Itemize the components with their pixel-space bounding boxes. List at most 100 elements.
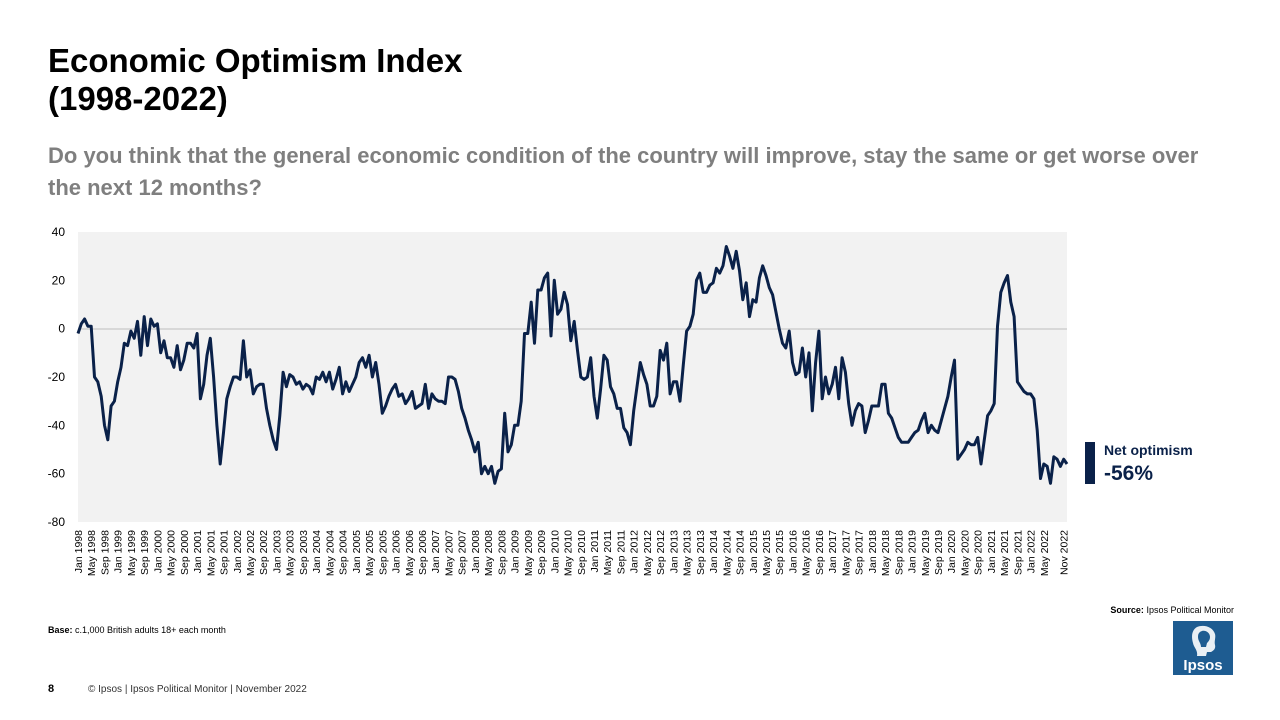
base-prefix: Base: [48, 625, 73, 635]
x-tick-label: Jan 2015 [748, 530, 760, 573]
x-tick-label: Sep 2011 [615, 530, 627, 574]
x-tick-label: May 2005 [364, 530, 376, 576]
x-tick-label: Jan 2020 [946, 530, 958, 573]
x-tick-label: Sep 2019 [933, 530, 945, 575]
x-tick-label: Sep 2008 [496, 530, 508, 575]
x-tick-label: Sep 2021 [1012, 530, 1024, 575]
x-tick-label: Jan 2007 [430, 530, 442, 573]
x-tick-label: Sep 2001 [219, 530, 231, 575]
x-tick-label: Sep 2002 [258, 530, 270, 575]
x-tick-label: Jan 2021 [986, 530, 998, 573]
page-title: Economic Optimism Index (1998-2022) [48, 42, 462, 118]
x-tick-label: May 2006 [404, 530, 416, 576]
source-prefix: Source: [1110, 605, 1144, 615]
x-tick-label: Sep 2003 [298, 530, 310, 575]
plot-background [78, 232, 1067, 522]
x-tick-label: Jan 2002 [232, 530, 244, 573]
x-tick-label: May 2015 [761, 530, 773, 576]
x-tick-label: May 2003 [285, 530, 297, 576]
x-tick-label: May 2009 [523, 530, 535, 576]
x-tick-label: Sep 2004 [338, 530, 350, 575]
x-tick-label: Jan 2010 [549, 530, 561, 573]
x-tick-label: May 2020 [959, 530, 971, 576]
page-number: 8 [48, 683, 55, 695]
y-tick-label: 40 [52, 225, 66, 239]
x-tick-label: Sep 2015 [774, 530, 786, 575]
x-tick-label: Sep 1999 [139, 530, 151, 575]
x-tick-label: Jan 2018 [867, 530, 879, 573]
source-text: Ipsos Political Monitor [1146, 605, 1234, 615]
x-tick-label: Jan 2001 [192, 530, 204, 573]
x-tick-label: Sep 2017 [854, 530, 866, 575]
x-tick-label: May 2004 [324, 530, 336, 576]
x-tick-label: Sep 2009 [536, 530, 548, 575]
x-tick-label: May 2016 [801, 530, 813, 576]
x-tick-label: Jan 1999 [113, 530, 125, 573]
series-line [76, 245, 1069, 485]
x-tick-label: Nov 2022 [1059, 530, 1071, 575]
x-tick-label: Jan 2009 [510, 530, 522, 573]
x-tick-label: Sep 2000 [179, 530, 191, 575]
y-tick-label: -40 [48, 418, 66, 432]
x-tick-label: Jan 2017 [827, 530, 839, 573]
x-tick-label: Sep 2014 [735, 530, 747, 575]
x-tick-label: Sep 2012 [655, 530, 667, 575]
x-tick-label: Jan 1998 [73, 530, 85, 573]
y-tick-label: -20 [48, 370, 66, 384]
x-tick-label: May 2001 [205, 530, 217, 576]
y-tick-label: -60 [48, 467, 66, 481]
x-tick-label: Jan 2011 [589, 530, 601, 573]
x-tick-label: May 2012 [642, 530, 654, 576]
x-tick-label: May 2007 [443, 530, 455, 576]
x-tick-label: Jan 2022 [1026, 530, 1038, 573]
x-tick-label: May 2019 [920, 530, 932, 576]
x-tick-label: Sep 2018 [893, 530, 905, 575]
x-tick-label: May 1999 [126, 530, 138, 576]
x-tick-label: Sep 2007 [457, 530, 469, 575]
y-tick-label: 20 [52, 273, 66, 287]
x-tick-label: May 2010 [563, 530, 575, 576]
x-tick-label: May 2013 [682, 530, 694, 576]
title-line-2: (1998-2022) [48, 80, 228, 117]
x-tick-label: Jan 2005 [351, 530, 363, 573]
logo-face-icon [1198, 630, 1210, 647]
x-tick-label: Sep 2010 [576, 530, 588, 575]
x-tick-label: May 2021 [999, 530, 1011, 576]
source-note: Source: Ipsos Political Monitor [1110, 605, 1234, 615]
x-tick-label: May 2011 [602, 530, 614, 575]
footer-text: © Ipsos | Ipsos Political Monitor | Nove… [88, 684, 307, 695]
callout-bar [1085, 442, 1095, 484]
x-tick-label: Sep 2005 [377, 530, 389, 575]
x-tick-label: May 2017 [840, 530, 852, 576]
x-tick-label: Jan 2000 [152, 530, 164, 573]
x-tick-label: May 2014 [721, 530, 733, 576]
x-tick-label: Jan 2012 [629, 530, 641, 573]
base-text: c.1,000 British adults 18+ each month [75, 625, 226, 635]
y-tick-label: 0 [58, 322, 65, 336]
x-tick-label: Sep 2016 [814, 530, 826, 575]
x-tick-label: Sep 1998 [99, 530, 111, 575]
x-tick-label: Jan 2003 [271, 530, 283, 573]
x-tick-label: Jan 2006 [391, 530, 403, 573]
callout-value: -56% [1104, 462, 1154, 485]
y-tick-label: -80 [48, 515, 66, 529]
x-tick-label: Sep 2020 [973, 530, 985, 575]
x-tick-label: May 2002 [245, 530, 257, 576]
logo-text: Ipsos [1183, 657, 1222, 674]
ipsos-logo: Ipsos [1173, 621, 1233, 675]
callout-label: Net optimism [1104, 442, 1193, 458]
x-tick-label: Jan 2008 [470, 530, 482, 573]
x-tick-label: May 1998 [86, 530, 98, 576]
x-tick-label: Jan 2019 [907, 530, 919, 573]
x-tick-label: May 2022 [1039, 530, 1051, 576]
x-tick-label: Jan 2013 [668, 530, 680, 573]
x-tick-label: Jan 2004 [311, 530, 323, 573]
base-note: Base: c.1,000 British adults 18+ each mo… [48, 625, 226, 635]
x-tick-label: May 2000 [166, 530, 178, 576]
x-tick-label: May 2008 [483, 530, 495, 576]
x-tick-label: Jan 2016 [787, 530, 799, 573]
x-tick-label: May 2018 [880, 530, 892, 576]
question-text: Do you think that the general economic c… [48, 143, 1199, 200]
x-tick-label: Sep 2006 [417, 530, 429, 575]
